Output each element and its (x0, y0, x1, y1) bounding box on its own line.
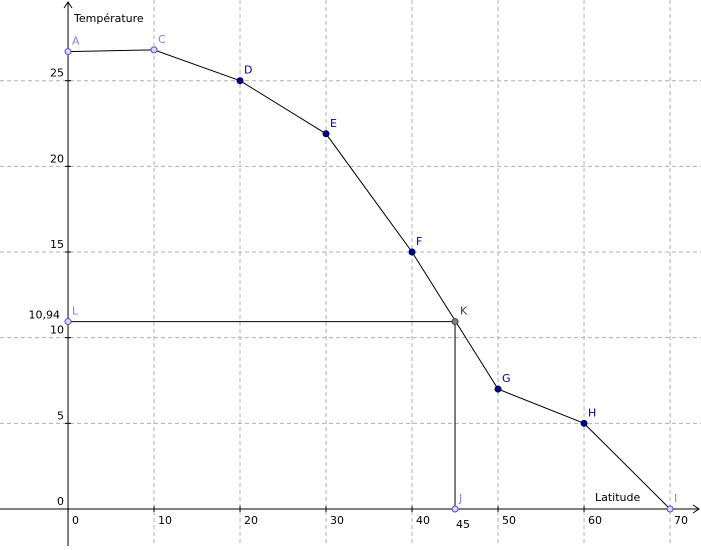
point-label: D (244, 64, 252, 77)
point-label: G (502, 372, 511, 385)
y-axis-arrow (63, 1, 73, 9)
point-label: I (674, 492, 677, 505)
x-tick-label: 50 (502, 514, 516, 527)
plot: A C D E F G H I L J K 10,94 45 (29, 33, 678, 531)
annotation: 10,94 (29, 309, 61, 322)
y-tick-label: 0 (57, 495, 64, 508)
marker-point (451, 318, 459, 326)
data-point (322, 130, 330, 138)
foot-point (64, 318, 72, 326)
series-line (68, 49, 671, 510)
data-point (580, 419, 588, 427)
x-axis-label: Latitude (595, 491, 641, 504)
data-point (408, 248, 416, 256)
point-label: H (588, 406, 596, 419)
point-label: F (416, 235, 422, 248)
x-tick-label: 60 (588, 514, 602, 527)
data-point (150, 46, 158, 54)
point-label: L (72, 305, 79, 318)
y-tick-label: 15 (50, 238, 64, 251)
point-label: A (72, 35, 80, 48)
data-point (494, 385, 502, 393)
y-tick-label: 10 (50, 324, 64, 337)
foot-point (451, 505, 459, 513)
y-axis-label: Température (73, 12, 144, 25)
x-tick-label: 40 (416, 514, 430, 527)
x-tick-label: 20 (244, 514, 258, 527)
x-tick-label: 30 (330, 514, 344, 527)
data-point (666, 505, 674, 513)
point-label: E (330, 117, 337, 130)
x-tick-label: 70 (674, 514, 688, 527)
y-tick-label: 5 (57, 409, 64, 422)
y-tick-label: 25 (50, 67, 64, 80)
point-label: J (458, 492, 462, 505)
data-point (236, 77, 244, 85)
point-label: K (460, 305, 468, 318)
y-tick-label: 20 (50, 152, 64, 165)
x-tick-label: 0 (72, 514, 79, 527)
annotation: 45 (456, 518, 470, 531)
x-axis-arrow (692, 504, 700, 514)
point-label: C (158, 33, 166, 46)
data-point (64, 48, 72, 56)
x-tick-label: 10 (158, 514, 172, 527)
